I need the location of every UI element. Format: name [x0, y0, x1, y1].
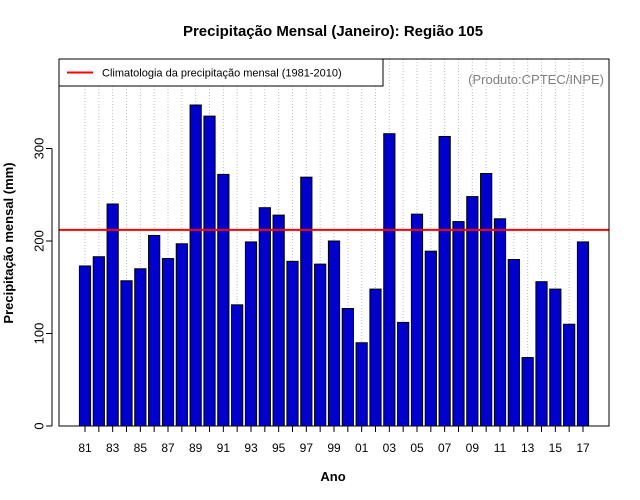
bar-07: [438, 135, 451, 427]
x-tick-label-99: 99: [327, 441, 341, 455]
bar-08: [452, 221, 465, 427]
chart-title: Precipitação Mensal (Janeiro): Região 10…: [183, 23, 483, 40]
y-tick-label-300: 300: [31, 138, 46, 160]
x-tick-label-95: 95: [272, 441, 286, 455]
legend-label: Climatologia da precipitação mensal (198…: [102, 68, 342, 80]
y-tick-label-0: 0: [31, 422, 46, 429]
bar-15: [549, 288, 562, 427]
bar-14: [535, 281, 548, 427]
bar-13: [521, 357, 534, 427]
legend-box: [58, 58, 384, 87]
x-tick-label-17: 17: [576, 441, 590, 455]
bar-91: [217, 173, 230, 427]
bar-95: [272, 214, 285, 427]
y-axis-title: Precipitação mensal (mm): [1, 162, 16, 323]
bar-88: [175, 243, 188, 427]
bar-03: [383, 133, 396, 427]
bar-02: [369, 288, 382, 427]
bar-93: [244, 241, 258, 427]
bar-09: [466, 196, 479, 427]
bar-99: [327, 240, 341, 427]
y-axis: 0 100 200 300: [31, 138, 53, 430]
x-axis-title: Ano: [320, 469, 345, 484]
bar-81: [78, 265, 92, 427]
bar-89: [189, 104, 202, 427]
bar-17: [576, 241, 590, 427]
x-tick-label-85: 85: [134, 441, 148, 455]
x-tick-label-15: 15: [549, 441, 563, 455]
x-axis: 81 83 85 87 89 91 93 95 97 99 01 03 05 07 09 11 13 15 17: [78, 426, 590, 455]
bar-06: [424, 250, 437, 427]
legend: Climatologia da precipitação mensal (198…: [58, 58, 384, 87]
bar-82: [92, 256, 105, 427]
bar-16: [563, 323, 576, 427]
bar-87: [161, 258, 175, 427]
x-tick-label-93: 93: [244, 441, 258, 455]
x-tick-label-81: 81: [78, 441, 92, 455]
x-tick-label-89: 89: [189, 441, 203, 455]
bar-86: [148, 234, 161, 427]
bar-05: [410, 213, 424, 427]
x-tick-label-03: 03: [383, 441, 397, 455]
bar-94: [258, 207, 271, 427]
x-tick-label-09: 09: [466, 441, 480, 455]
credit-text: (Produto:CPTEC/INPE): [468, 72, 604, 87]
x-tick-label-05: 05: [410, 441, 424, 455]
y-tick-label-200: 200: [31, 230, 46, 252]
x-tick-label-11: 11: [494, 441, 507, 455]
bar-04: [397, 321, 410, 427]
bar-84: [120, 280, 133, 427]
bar-12: [507, 259, 520, 427]
x-tick-label-01: 01: [355, 441, 369, 455]
bar-11: [493, 218, 507, 427]
bar-98: [314, 263, 327, 427]
x-tick-label-07: 07: [438, 441, 452, 455]
x-tick-label-83: 83: [106, 441, 120, 455]
x-tick-label-91: 91: [217, 441, 231, 455]
bar-92: [231, 304, 244, 427]
bar-10: [480, 172, 493, 427]
y-tick-label-100: 100: [31, 323, 46, 345]
x-tick-label-97: 97: [300, 441, 314, 455]
bar-00: [341, 308, 354, 427]
bar-83: [106, 203, 119, 427]
bar-01: [355, 342, 368, 427]
bar-90: [203, 115, 216, 427]
bar-97: [300, 176, 313, 427]
bar-85: [134, 268, 147, 427]
bar-96: [286, 260, 299, 427]
bars: [78, 104, 590, 427]
x-tick-label-13: 13: [521, 441, 535, 455]
x-tick-label-87: 87: [161, 441, 175, 455]
